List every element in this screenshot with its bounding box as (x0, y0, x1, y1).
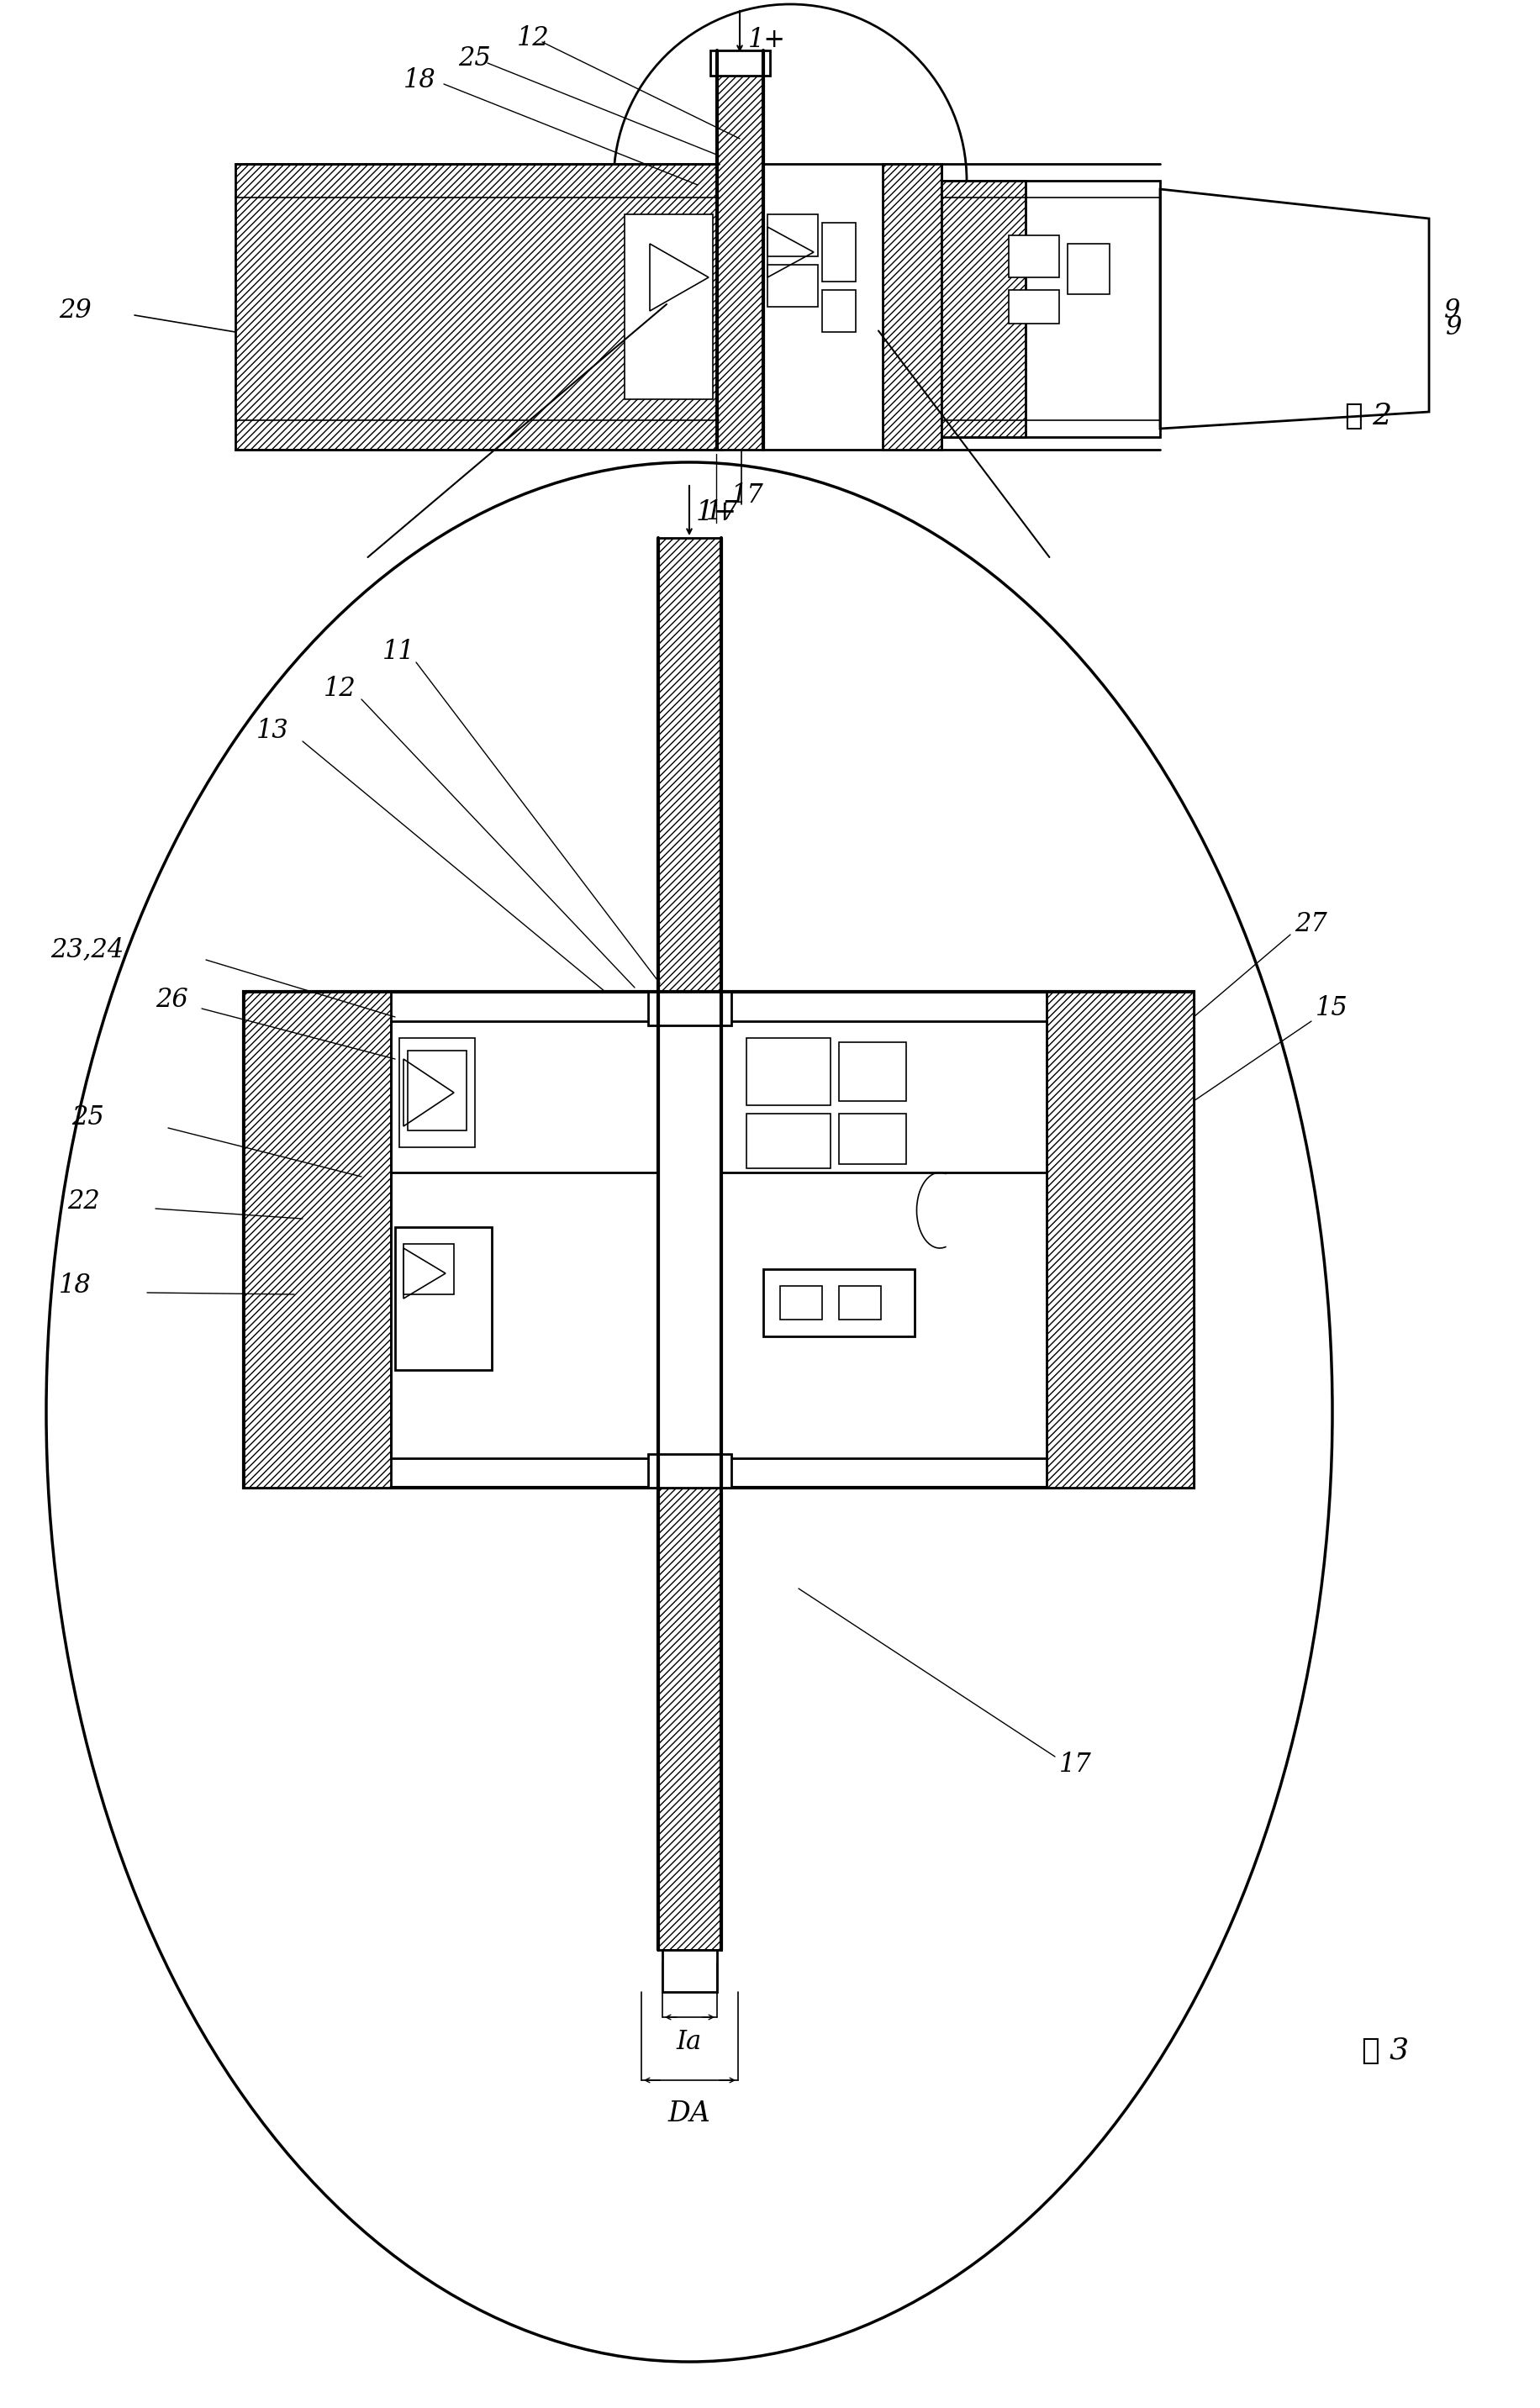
Text: 图 3: 图 3 (1361, 2037, 1408, 2066)
Text: 1+: 1+ (696, 498, 738, 525)
Text: 17: 17 (1058, 1753, 1092, 1777)
Bar (1009, 289, 1058, 323)
Bar (1009, 236, 1058, 277)
Bar (399, 1038, 474, 1146)
Text: 18: 18 (403, 67, 436, 94)
Bar (658, 537, 721, 992)
Bar (662, 1950, 716, 1991)
Bar (941, 181, 1026, 438)
Bar (243, 992, 391, 1488)
Bar (658, 1488, 721, 1950)
Bar (648, 1454, 732, 1488)
Bar (745, 1112, 830, 1168)
Text: 17: 17 (732, 484, 764, 508)
Text: 9: 9 (1445, 315, 1461, 342)
Bar (721, 1021, 1046, 1459)
Bar (391, 1021, 658, 1459)
Bar (838, 1043, 906, 1100)
Bar (762, 164, 941, 450)
Text: 18: 18 (59, 1274, 91, 1298)
Text: 1+: 1+ (748, 26, 785, 53)
Text: DA: DA (667, 2100, 710, 2126)
Bar (762, 1269, 915, 1336)
Bar (779, 1286, 822, 1320)
Bar (1067, 243, 1109, 294)
Bar (941, 181, 1160, 438)
Text: Ia: Ia (676, 2030, 702, 2056)
Text: 15: 15 (1315, 995, 1348, 1021)
Text: 9: 9 (1443, 299, 1460, 325)
Bar (716, 51, 762, 450)
Bar (236, 164, 722, 450)
Bar (838, 1112, 906, 1163)
Text: 29: 29 (59, 299, 91, 325)
Text: 26: 26 (156, 987, 188, 1014)
Text: 12: 12 (517, 24, 550, 51)
Bar (822, 289, 855, 332)
Text: 27: 27 (1294, 913, 1326, 937)
Bar (838, 1286, 881, 1320)
Bar (403, 1245, 454, 1296)
Bar (710, 51, 770, 75)
Text: 17: 17 (705, 501, 738, 525)
Bar (648, 992, 732, 1026)
Text: 23,24: 23,24 (51, 937, 123, 963)
Bar (822, 222, 855, 282)
Bar (408, 1050, 467, 1129)
Bar (882, 164, 941, 450)
Text: 13: 13 (256, 718, 290, 744)
Text: 22: 22 (68, 1190, 100, 1216)
Bar (767, 214, 818, 255)
Text: 图 2: 图 2 (1344, 402, 1392, 431)
Bar (394, 1228, 491, 1370)
Text: 12: 12 (323, 677, 356, 703)
Bar (745, 1038, 830, 1105)
Text: 25: 25 (457, 46, 490, 72)
Bar (1046, 992, 1194, 1488)
Bar (243, 992, 1194, 1488)
Text: 25: 25 (71, 1105, 105, 1132)
Bar (767, 265, 818, 306)
Text: 11: 11 (382, 638, 414, 665)
Bar (624, 214, 713, 400)
